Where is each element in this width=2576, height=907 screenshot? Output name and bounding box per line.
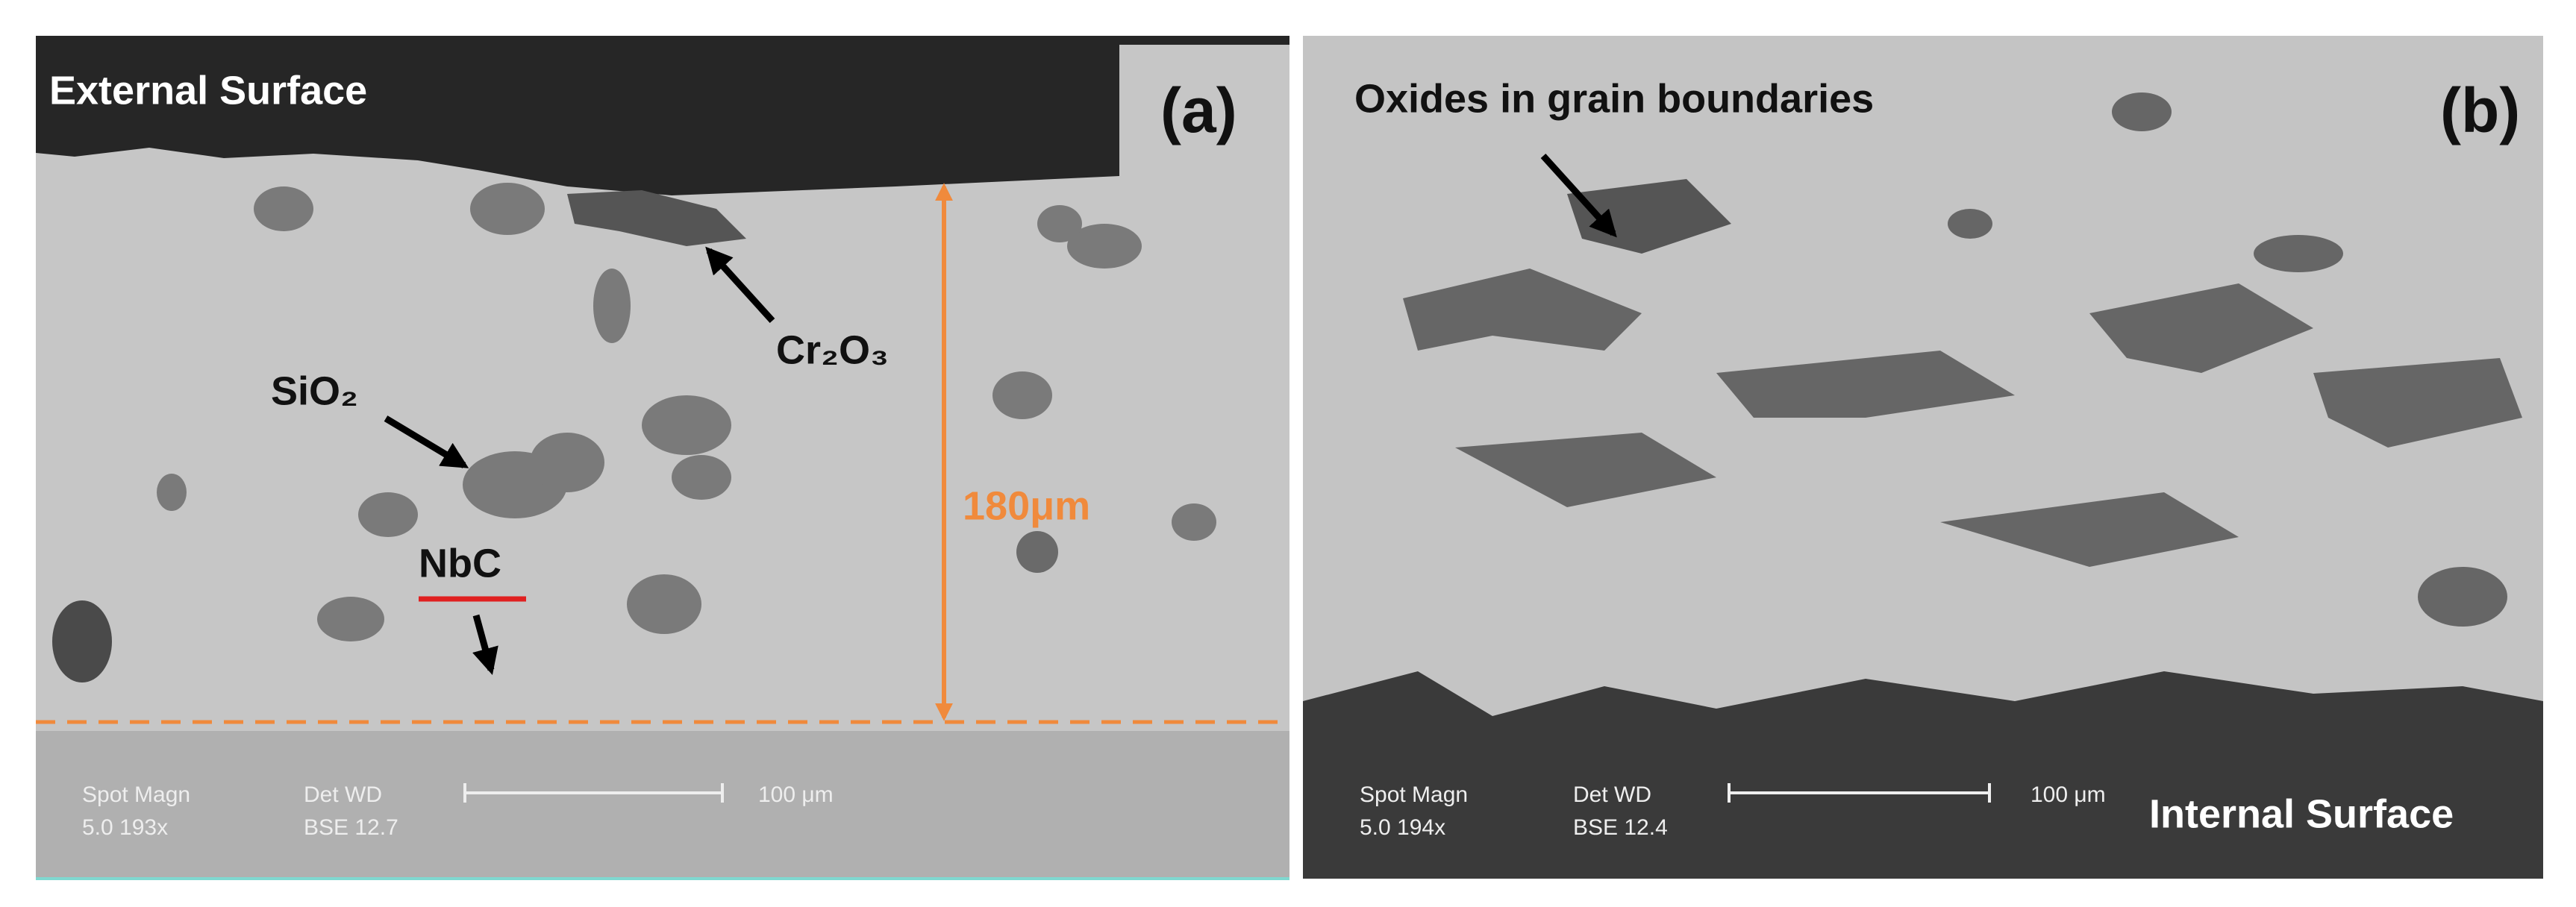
annotation: SiO₂ [271,368,358,413]
scale-label: 100 μm [758,782,834,807]
panel-label: (a) [1160,75,1237,145]
mount-region [1303,671,2543,879]
oxide-particles [1403,92,2522,627]
annotation: Oxides in grain boundaries [1354,76,1874,121]
surface-label: External Surface [49,68,367,113]
label-backdrop [1119,45,1289,179]
scale-bar [1728,783,1991,803]
info-text: Det WD [304,782,382,807]
panel-label: (b) [2440,75,2520,145]
info-text: Spot Magn [82,782,190,807]
info-text: Det WD [1573,782,1651,807]
info-text: 5.0 193x [82,815,168,840]
panel-b: Oxides in grain boundaries (b) Spot Magn… [1303,36,2543,879]
mount-region [36,36,1289,195]
surface-label: Internal Surface [2149,791,2454,836]
scale-label: 100 μm [2031,782,2106,807]
annotation: NbC [419,541,501,586]
arrow [1540,153,1617,238]
info-text: Spot Magn [1360,782,1468,807]
arrow [384,415,469,468]
info-text: 5.0 194x [1360,815,1445,840]
annotation: Cr₂O₃ [776,327,889,372]
lower-region [36,731,1289,879]
arrow [705,246,775,324]
oxide-particles [52,183,1216,682]
measurement-label: 180μm [963,483,1090,528]
panel-a: External Surface (a) 180μm Cr₂O₃ SiO₂ Nb… [36,36,1289,879]
scale-bar [463,783,724,803]
arrow [472,614,498,675]
info-text: BSE 12.4 [1573,815,1668,840]
info-text: BSE 12.7 [304,815,398,840]
